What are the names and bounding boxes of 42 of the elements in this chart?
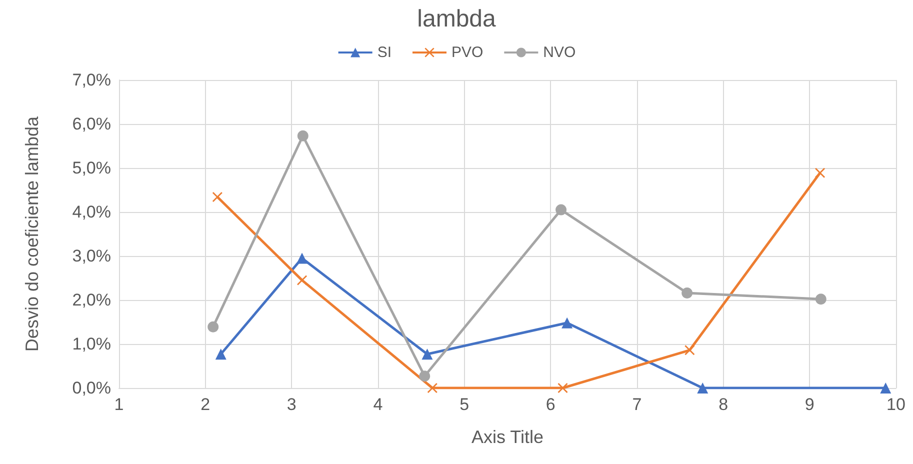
- legend-label: SI: [377, 44, 392, 61]
- point: [212, 192, 222, 202]
- point: [697, 382, 708, 394]
- x-tick-label: 3: [286, 395, 296, 414]
- point: [422, 348, 433, 360]
- point: [684, 345, 695, 356]
- point: [208, 321, 219, 332]
- x-tick-label: 1: [114, 395, 124, 414]
- x-tick-label: 5: [460, 395, 470, 414]
- x-tick-label: 4: [373, 395, 383, 414]
- y-tick-label: 1,0%: [72, 334, 111, 354]
- legend-label: NVO: [543, 44, 576, 61]
- x-tick-label: 9: [804, 395, 814, 414]
- point: [296, 252, 308, 264]
- point: [815, 168, 826, 178]
- point: [815, 294, 826, 305]
- x-tick-label: 6: [546, 395, 556, 414]
- point: [880, 382, 892, 394]
- y-tick-label: 7,0%: [72, 70, 111, 90]
- x-tick-label: 10: [886, 395, 906, 414]
- y-tick-label: 2,0%: [72, 290, 111, 310]
- point: [427, 383, 438, 393]
- point: [682, 287, 693, 298]
- point: [215, 348, 226, 360]
- y-tick-label: 4,0%: [72, 202, 111, 222]
- point: [562, 317, 573, 328]
- x-tick-label: 7: [632, 395, 642, 414]
- chart-title: lambda: [417, 6, 497, 32]
- y-tick-label: 5,0%: [72, 158, 111, 178]
- y-tick-label: 0,0%: [72, 378, 111, 398]
- point: [419, 370, 430, 382]
- point: [297, 130, 308, 142]
- legend-label: PVO: [451, 44, 484, 61]
- y-axis-title: Desvio do coeficiente lambda: [22, 115, 42, 352]
- x-tick-label: 8: [718, 395, 728, 414]
- point: [556, 204, 567, 216]
- point: [558, 383, 568, 393]
- y-tick-label: 6,0%: [72, 114, 111, 134]
- point: [297, 275, 308, 286]
- y-tick-label: 3,0%: [72, 246, 111, 266]
- x-tick-label: 2: [200, 395, 210, 414]
- x-axis-title: Axis Title: [471, 427, 544, 447]
